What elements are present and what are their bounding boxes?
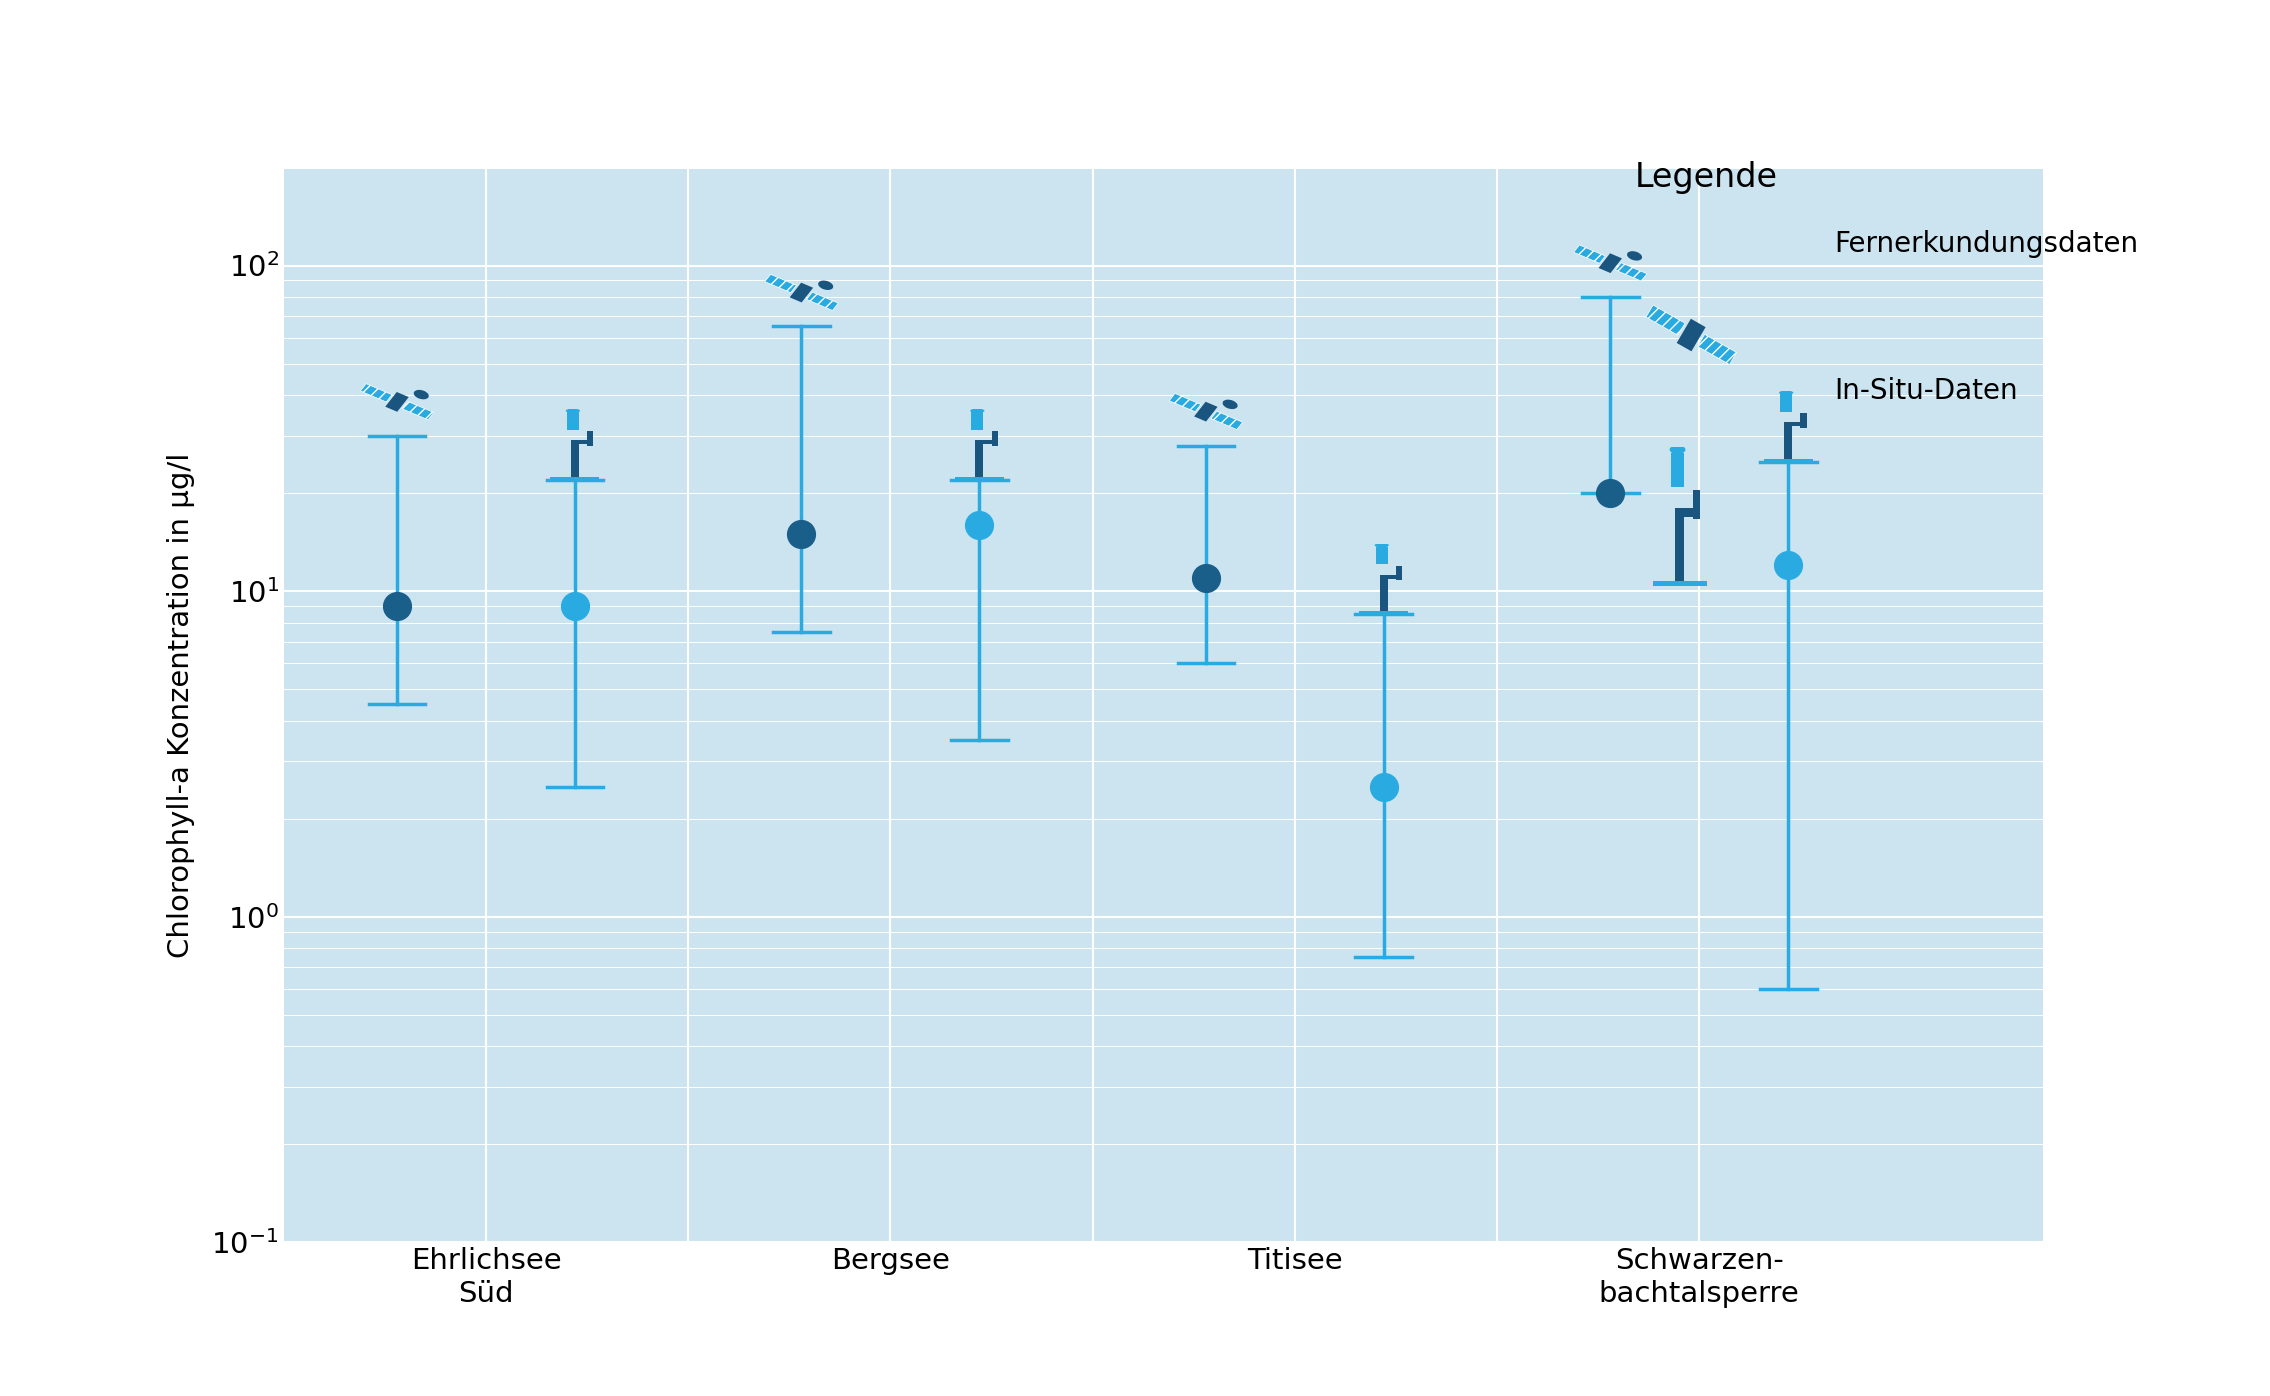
Bar — [1376, 547, 1387, 564]
Bar — [570, 440, 592, 444]
Bar — [1380, 577, 1387, 611]
Bar — [1616, 262, 1648, 281]
Bar — [1194, 402, 1217, 422]
Bar — [1646, 304, 1684, 335]
Bar — [765, 274, 797, 293]
Ellipse shape — [1671, 445, 1684, 454]
Text: Legende: Legende — [1634, 161, 1777, 194]
Text: In-Situ-Daten: In-Situ-Daten — [1834, 377, 2018, 405]
Bar — [790, 282, 813, 303]
Bar — [386, 392, 409, 412]
Bar — [806, 292, 838, 310]
Bar — [568, 412, 579, 430]
Ellipse shape — [817, 281, 833, 290]
Y-axis label: Chlorophyll-a Konzentration in µg/l: Chlorophyll-a Konzentration in µg/l — [166, 452, 195, 958]
Bar — [1598, 253, 1623, 274]
Bar — [1210, 412, 1242, 430]
Bar — [1380, 575, 1403, 579]
Bar — [992, 431, 999, 445]
Ellipse shape — [413, 389, 429, 399]
Bar — [1573, 244, 1605, 264]
Bar — [1780, 394, 1793, 412]
Bar — [1671, 452, 1684, 487]
Bar — [1653, 581, 1707, 592]
Bar — [588, 431, 592, 445]
Bar — [1169, 394, 1201, 412]
Bar — [972, 412, 983, 430]
Ellipse shape — [969, 409, 985, 413]
Ellipse shape — [1628, 251, 1641, 261]
Bar — [1784, 423, 1793, 459]
Bar — [956, 477, 1003, 483]
Bar — [976, 440, 999, 444]
Bar — [1678, 318, 1705, 352]
Bar — [1764, 459, 1814, 465]
Bar — [1675, 511, 1684, 581]
Ellipse shape — [1224, 399, 1237, 409]
Bar — [1396, 565, 1403, 581]
Bar — [1698, 334, 1737, 364]
Bar — [976, 441, 983, 477]
Bar — [1360, 611, 1407, 617]
Ellipse shape — [1376, 543, 1389, 547]
Bar — [570, 441, 579, 477]
Ellipse shape — [1780, 391, 1793, 395]
Bar — [402, 402, 434, 420]
Text: Fernerkundungsdaten: Fernerkundungsdaten — [1834, 230, 2138, 258]
Bar — [361, 384, 393, 402]
Ellipse shape — [565, 409, 581, 413]
Bar — [1784, 422, 1807, 426]
Bar — [1800, 413, 1807, 429]
Bar — [1693, 490, 1700, 519]
Bar — [549, 477, 599, 483]
Bar — [1675, 508, 1700, 517]
